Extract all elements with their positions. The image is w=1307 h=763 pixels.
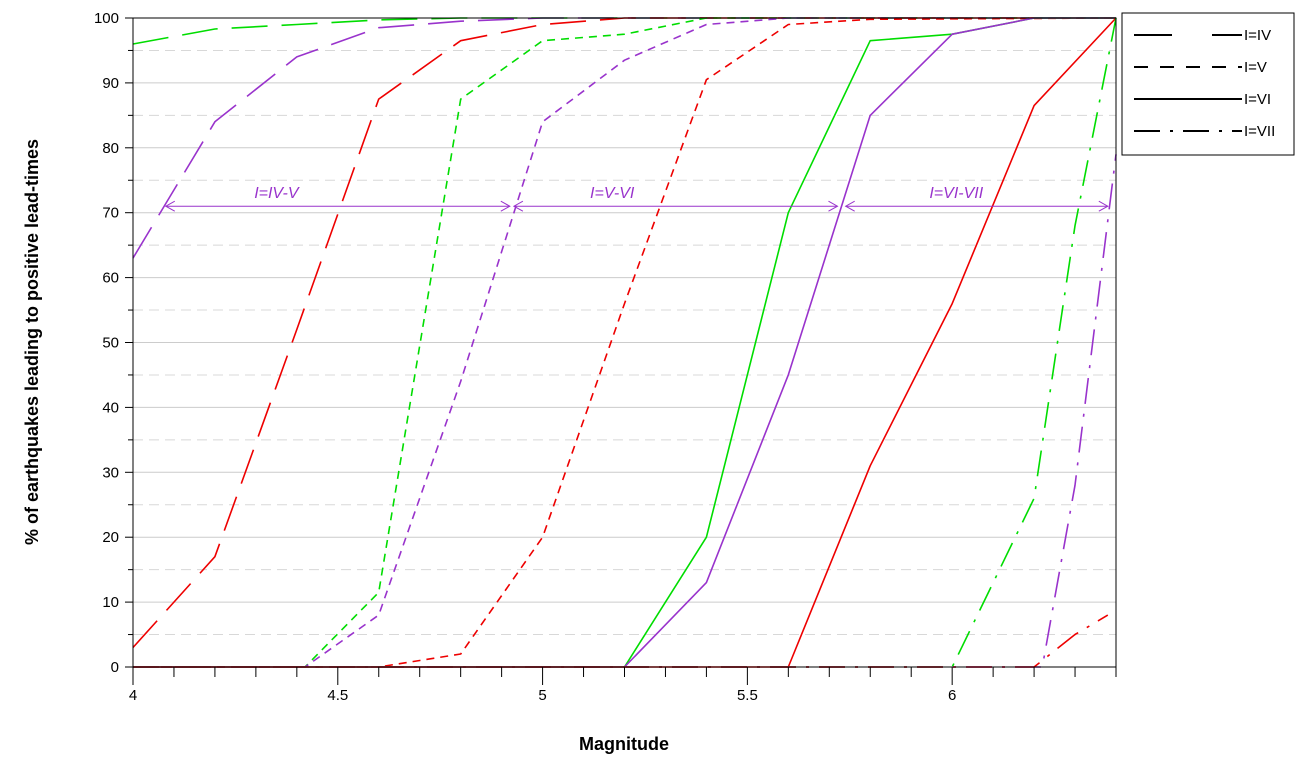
y-tick-label: 50 bbox=[102, 335, 119, 352]
series-line bbox=[133, 18, 1116, 258]
y-tick-label: 0 bbox=[111, 659, 119, 676]
annotation-label: I=IV-V bbox=[254, 185, 300, 202]
series-line bbox=[133, 154, 1116, 667]
series-line bbox=[133, 615, 1108, 667]
y-tick-label: 20 bbox=[102, 529, 119, 546]
y-tick-label: 30 bbox=[102, 464, 119, 481]
legend-label: I=VI bbox=[1244, 91, 1271, 108]
annotation-label: I=VI-VII bbox=[929, 185, 983, 202]
legend-label: I=IV bbox=[1244, 27, 1271, 44]
x-tick-label: 4.5 bbox=[327, 687, 348, 704]
y-tick-label: 100 bbox=[94, 10, 119, 27]
annotation-layer: I=IV-V I=V-VI I=VI-VII bbox=[166, 185, 1108, 211]
y-axis-title: % of earthquakes leading to positive lea… bbox=[22, 139, 42, 545]
annotation-label: I=V-VI bbox=[590, 185, 635, 202]
x-tick-label: 5 bbox=[538, 687, 546, 704]
x-axis-title: Magnitude bbox=[579, 734, 669, 754]
y-tick-label: 80 bbox=[102, 140, 119, 157]
y-tick-label: 60 bbox=[102, 270, 119, 287]
series-line bbox=[133, 18, 1116, 648]
legend-label: I=VII bbox=[1244, 123, 1275, 140]
y-tick-label: 90 bbox=[102, 75, 119, 92]
y-tick-label: 10 bbox=[102, 594, 119, 611]
x-tick-label: 6 bbox=[948, 687, 956, 704]
y-tick-label: 40 bbox=[102, 399, 119, 416]
legend: I=IV I=V I=VI I=VII bbox=[1122, 13, 1294, 155]
y-tick-label: 70 bbox=[102, 205, 119, 222]
grid-layer bbox=[133, 50, 1116, 634]
x-tick-label: 4 bbox=[129, 687, 137, 704]
x-tick-label: 5.5 bbox=[737, 687, 758, 704]
legend-label: I=V bbox=[1244, 59, 1267, 76]
